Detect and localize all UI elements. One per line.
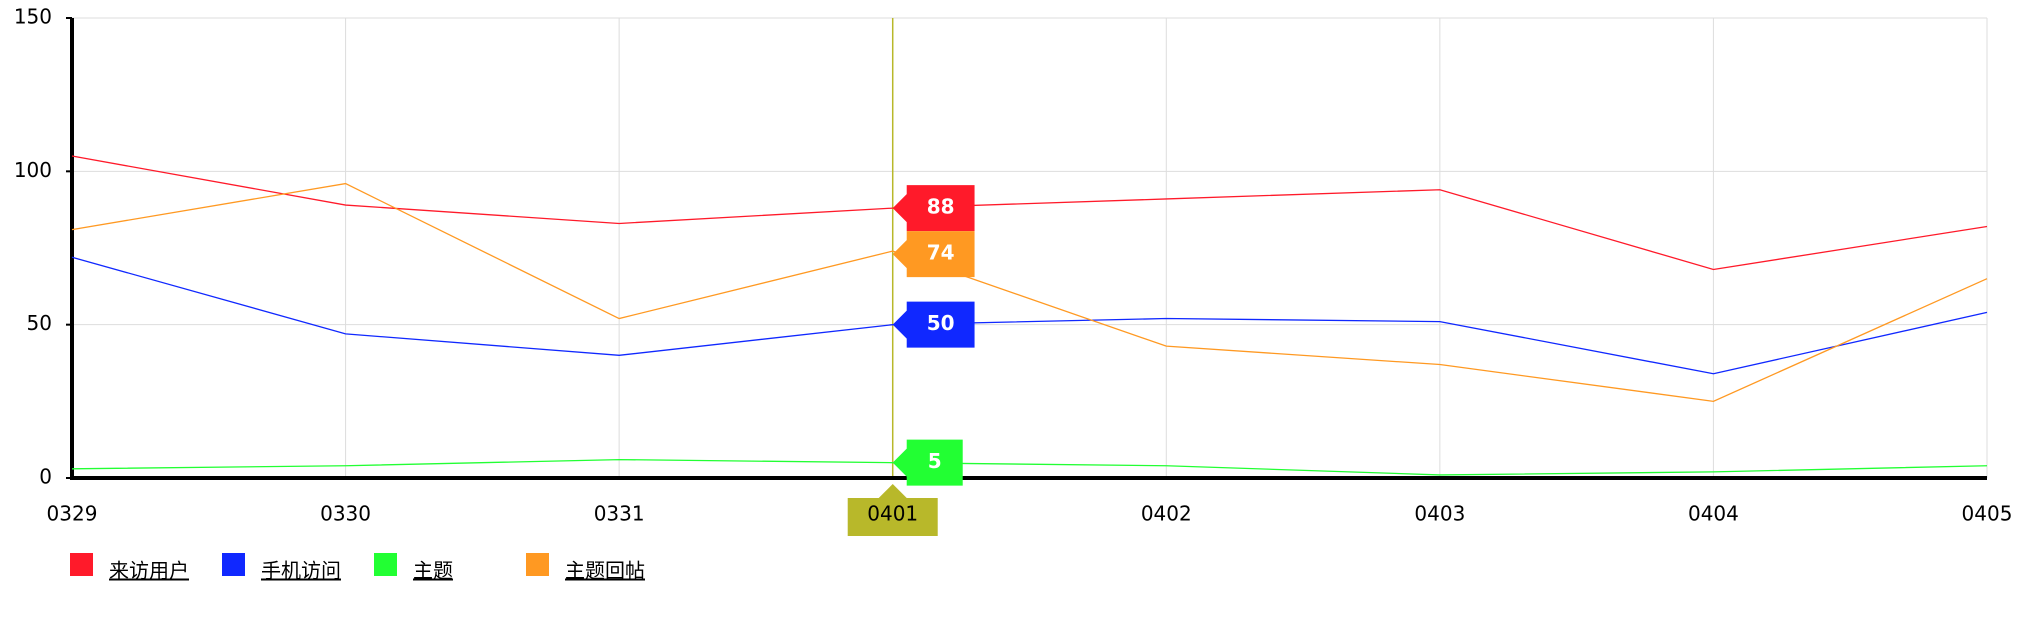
legend-swatch[interactable]: [374, 553, 397, 576]
x-tick-label: 0404: [1688, 502, 1739, 526]
tooltip: 74: [892, 231, 975, 278]
tooltip-box: [892, 231, 975, 278]
y-tick-label: 0: [39, 465, 52, 489]
series-line: [71, 155, 1988, 271]
x-label-highlight: [847, 498, 938, 536]
y-tick-label: 150: [14, 5, 52, 29]
legend-swatch[interactable]: [222, 553, 245, 576]
x-tick-label: 0330: [320, 502, 371, 526]
tooltip-value: 74: [927, 241, 955, 265]
legend-swatch[interactable]: [70, 553, 93, 576]
tooltip-value: 50: [927, 311, 955, 335]
y-tick-label: 100: [14, 158, 52, 182]
tooltip-box: [892, 439, 963, 486]
series-line: [71, 458, 1988, 476]
x-tick-label: 0402: [1141, 502, 1192, 526]
series-line: [71, 182, 1988, 403]
x-tick-label: 0401: [867, 502, 918, 526]
tooltip: 50: [892, 301, 975, 348]
x-label-pointer: [878, 484, 907, 498]
tooltip-value: 5: [928, 449, 942, 473]
tooltip-value: 88: [927, 195, 955, 219]
x-tick-label: 0403: [1414, 502, 1465, 526]
tooltip-box: [892, 301, 975, 348]
legend-label[interactable]: 来访用户: [109, 559, 189, 583]
series-line: [71, 256, 1988, 375]
x-tick-label: 0329: [47, 502, 98, 526]
legend-label[interactable]: 手机访问: [261, 559, 341, 583]
x-tick-label: 0331: [594, 502, 645, 526]
legend-label[interactable]: 主题回帖: [565, 559, 645, 583]
tooltip: 88: [892, 185, 975, 232]
y-tick-label: 50: [27, 311, 52, 335]
tooltip: 5: [892, 439, 963, 486]
tooltip-box: [892, 185, 975, 232]
legend-swatch[interactable]: [526, 553, 549, 576]
legend-label[interactable]: 主题: [413, 559, 453, 583]
x-tick-label: 0405: [1962, 502, 2013, 526]
